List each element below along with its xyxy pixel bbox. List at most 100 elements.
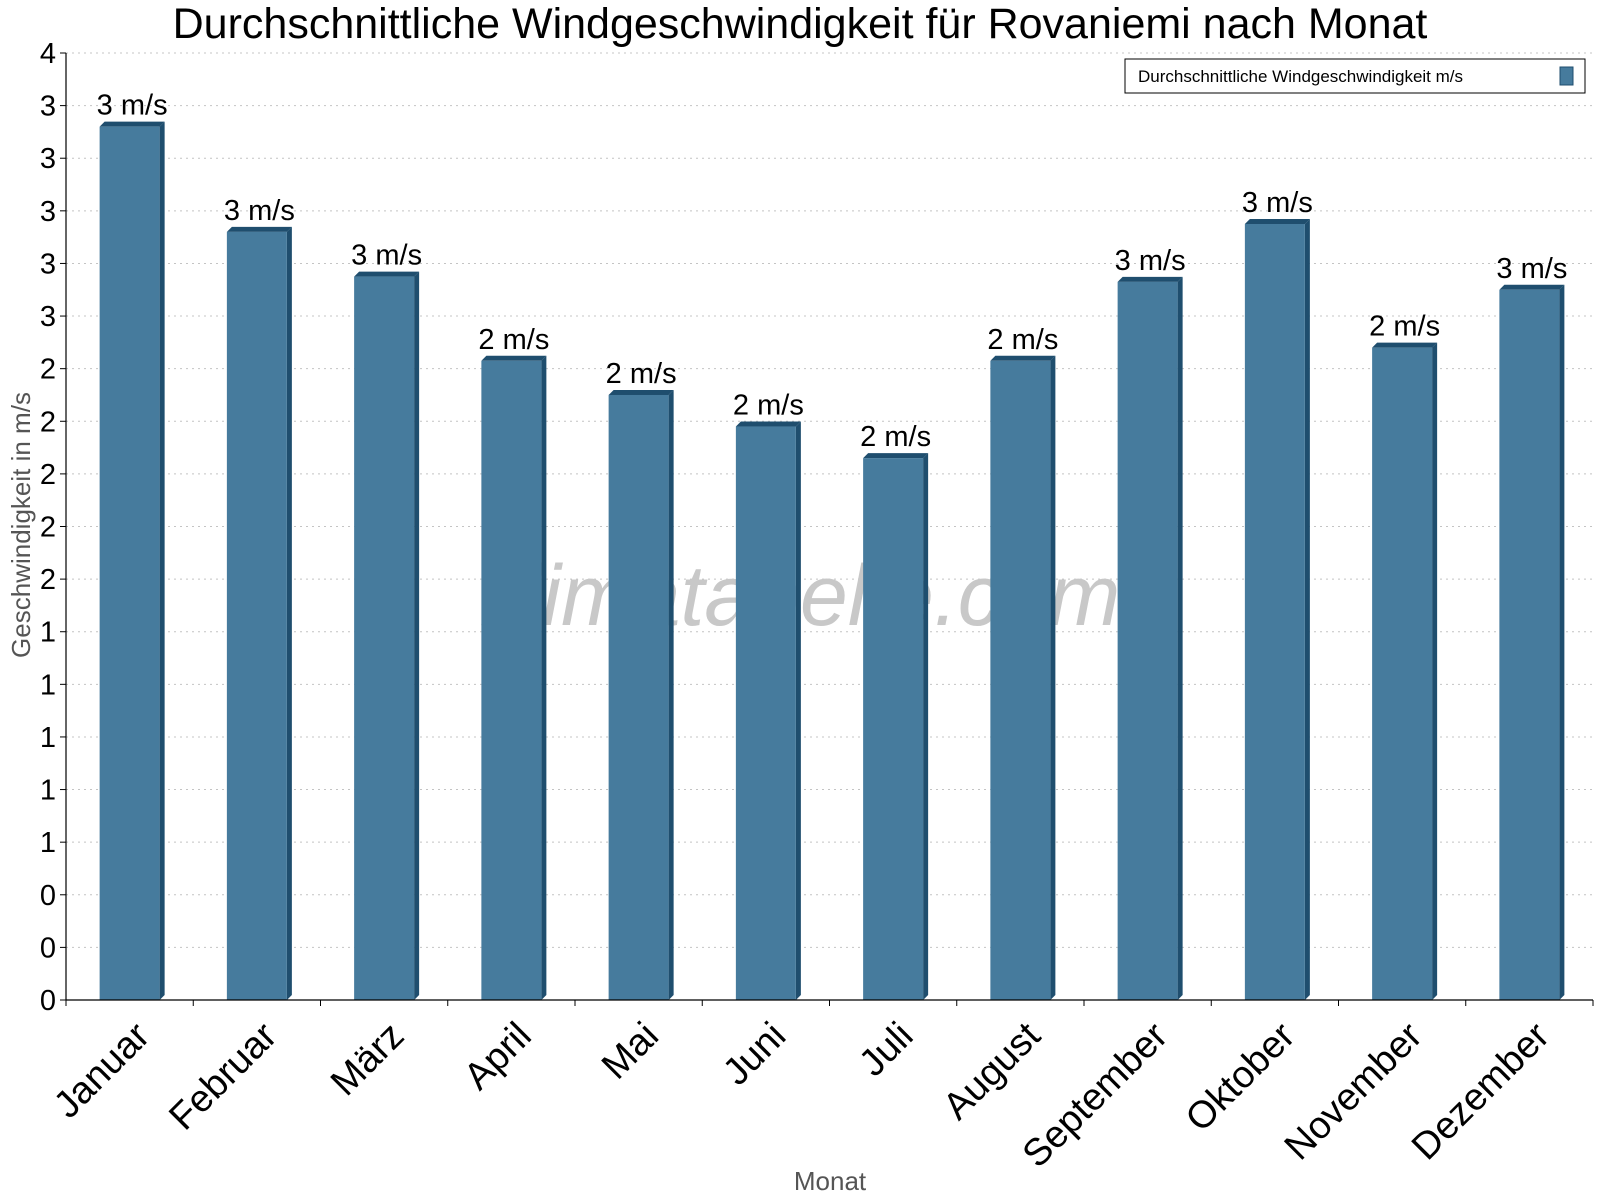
y-tick-label: 1 xyxy=(40,617,56,649)
bar-side xyxy=(1432,342,1438,1001)
data-label: 2 m/s xyxy=(860,421,931,453)
data-label: 3 m/s xyxy=(351,240,422,272)
bar-front xyxy=(735,426,796,1000)
data-label: 3 m/s xyxy=(1115,245,1186,277)
bar-front xyxy=(99,126,160,1000)
bar-top xyxy=(1372,342,1438,348)
bar xyxy=(863,453,929,1000)
bar-top xyxy=(354,271,420,277)
bar-side xyxy=(414,271,420,1000)
bar xyxy=(481,355,547,1000)
y-tick-label: 3 xyxy=(40,143,56,175)
y-tick-label: 2 xyxy=(40,512,56,544)
y-tick-label: 3 xyxy=(40,248,56,280)
x-tick-label: März xyxy=(323,1015,412,1104)
x-tick-label: Juni xyxy=(715,1015,794,1094)
bar-front xyxy=(1372,347,1433,1001)
x-tick-label: Juli xyxy=(851,1015,921,1085)
x-tick-label: August xyxy=(935,1014,1049,1128)
bar xyxy=(1372,342,1438,1001)
bar-front xyxy=(1499,289,1560,1000)
bar-side xyxy=(286,226,292,1000)
bar xyxy=(735,421,801,1000)
legend-label: Durchschnittliche Windgeschwindigkeit m/… xyxy=(1138,67,1463,86)
x-tick-label: Dezember xyxy=(1404,1014,1558,1168)
bar-top xyxy=(1499,284,1565,290)
bar-top xyxy=(608,389,674,395)
x-tick-label: November xyxy=(1277,1014,1431,1168)
chart-title: Durchschnittliche Windgeschwindigkeit fü… xyxy=(173,0,1428,48)
bar xyxy=(608,389,674,1000)
x-tick-label: Februar xyxy=(161,1014,285,1138)
bar-front xyxy=(226,231,287,1000)
bar xyxy=(99,121,165,1000)
data-label: 3 m/s xyxy=(224,195,295,227)
bar-side xyxy=(1559,284,1565,1000)
grid-lines xyxy=(66,52,1593,948)
bar xyxy=(1499,284,1565,1000)
y-axis-title: Geschwindigkeit in m/s xyxy=(6,392,36,658)
x-tick-label: Januar xyxy=(46,1014,158,1126)
y-tick-label: 1 xyxy=(40,775,56,807)
bar-front xyxy=(1244,223,1305,1001)
data-label: 3 m/s xyxy=(1242,187,1313,219)
data-label: 2 m/s xyxy=(733,390,804,422)
legend-box xyxy=(1124,58,1586,94)
y-tick-label: 4 xyxy=(40,38,56,70)
y-tick-label: 3 xyxy=(40,196,56,228)
y-tick-label: 1 xyxy=(40,669,56,701)
bar-top xyxy=(990,355,1056,361)
y-tick-label: 0 xyxy=(40,985,56,1017)
data-label: 2 m/s xyxy=(987,324,1058,356)
bar-side xyxy=(1304,218,1310,1001)
data-label: 2 m/s xyxy=(1369,311,1440,343)
bar-side xyxy=(923,453,929,1000)
x-axis-title: Monat xyxy=(794,1166,867,1196)
bar-side xyxy=(159,121,165,1000)
bar-top xyxy=(735,421,801,427)
bar-top xyxy=(1244,218,1310,224)
bar-top xyxy=(99,121,165,127)
data-label: 2 m/s xyxy=(478,324,549,356)
bar xyxy=(226,226,292,1000)
bar-top xyxy=(481,355,547,361)
data-label: 3 m/s xyxy=(97,90,168,122)
bar-top xyxy=(1117,276,1183,282)
bar-side xyxy=(1050,355,1056,1000)
bar-side xyxy=(668,389,674,1000)
y-tick-label: 0 xyxy=(40,880,56,912)
bars xyxy=(99,121,1565,1001)
bar-front xyxy=(1117,281,1178,1000)
y-tick-label: 3 xyxy=(40,301,56,333)
data-label: 3 m/s xyxy=(1496,253,1567,285)
x-tick-label: Mai xyxy=(594,1015,667,1088)
bar-top xyxy=(226,226,292,232)
bar xyxy=(990,355,1056,1000)
y-tick-labels: 0 0 0 1 1 1 1 1 2 2 2 2 2 3 3 3 3 3 4 xyxy=(40,38,56,1017)
bar-front xyxy=(354,276,415,1000)
data-label: 2 m/s xyxy=(606,358,677,390)
y-tick-label: 2 xyxy=(40,564,56,596)
bar-front xyxy=(990,360,1051,1000)
legend-swatch xyxy=(1559,66,1574,86)
y-tick-label: 2 xyxy=(40,354,56,386)
bar-front xyxy=(481,360,542,1000)
x-tick-label: April xyxy=(456,1015,539,1098)
x-tick-label: Oktober xyxy=(1178,1014,1304,1140)
legend[interactable]: Durchschnittliche Windgeschwindigkeit m/… xyxy=(1124,58,1586,94)
bar-side xyxy=(795,421,801,1000)
y-tick-label: 3 xyxy=(40,91,56,123)
y-tick-label: 1 xyxy=(40,722,56,754)
y-tick-label: 2 xyxy=(40,406,56,438)
bar xyxy=(354,271,420,1000)
bar-front xyxy=(608,394,669,1000)
data-labels: 3 m/s 3 m/s 3 m/s 2 m/s 2 m/s 2 m/s 2 m/s 2 m/s… xyxy=(97,90,1568,453)
axes xyxy=(60,52,1594,1006)
x-tick-labels: Januar Februar März April Mai Juni Juli AugustS… xyxy=(46,1014,1558,1175)
bar-side xyxy=(1177,276,1183,1000)
y-tick-label: 1 xyxy=(40,827,56,859)
bar xyxy=(1244,218,1310,1001)
bar xyxy=(1117,276,1183,1000)
